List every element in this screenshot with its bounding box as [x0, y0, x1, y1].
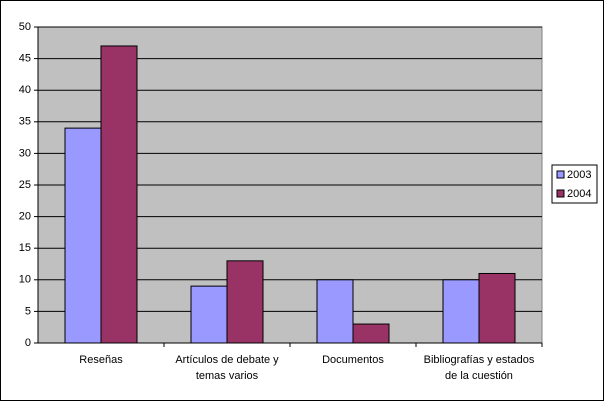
- x-tick-label: Reseñas: [79, 354, 123, 366]
- x-tick-label: Documentos: [322, 354, 384, 366]
- y-tick-label: 15: [19, 242, 31, 254]
- bar: [316, 279, 354, 344]
- y-tick-label: 20: [19, 211, 31, 223]
- y-tick-label: 5: [25, 305, 31, 317]
- y-tick-label: 40: [19, 84, 31, 96]
- bar: [64, 127, 102, 344]
- y-tick-label: 35: [19, 116, 31, 128]
- bar: [100, 45, 138, 344]
- bar: [190, 285, 228, 344]
- x-tick-label: Artículos de debate y temas varios: [175, 354, 279, 382]
- legend-label: 2004: [567, 188, 591, 200]
- y-tick-label: 50: [19, 21, 31, 33]
- bar: [226, 260, 264, 344]
- y-tick-label: 0: [25, 337, 31, 349]
- y-tick-label: 45: [19, 53, 31, 65]
- y-tick-label: 25: [19, 179, 31, 191]
- bar: [442, 279, 480, 344]
- legend-swatch: [556, 170, 565, 179]
- y-tick-label: 10: [19, 274, 31, 286]
- legend-swatch: [556, 189, 565, 198]
- x-tick-label: Bibliografías y estados de la cuestión: [423, 354, 535, 382]
- y-tick-label: 30: [19, 147, 31, 159]
- bar: [478, 272, 516, 344]
- legend-label: 2003: [567, 169, 591, 181]
- bar: [352, 323, 390, 344]
